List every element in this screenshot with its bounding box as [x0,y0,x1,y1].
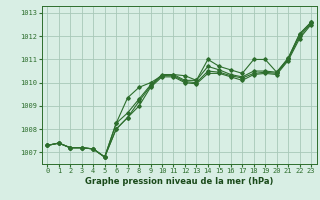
X-axis label: Graphe pression niveau de la mer (hPa): Graphe pression niveau de la mer (hPa) [85,177,273,186]
